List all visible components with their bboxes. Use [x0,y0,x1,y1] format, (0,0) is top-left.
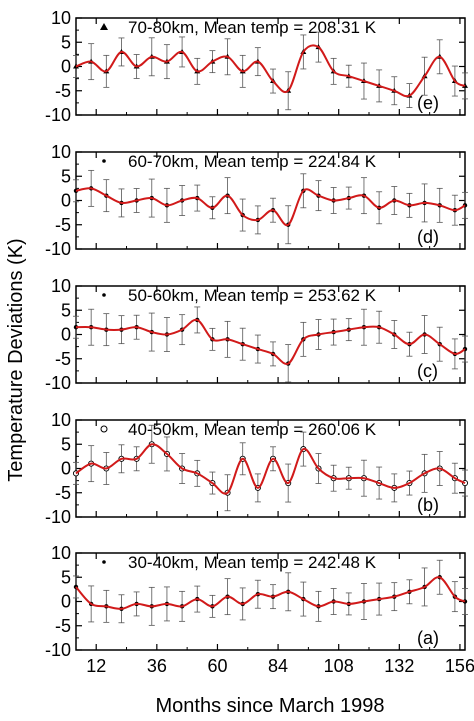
y-tick-label: 5 [61,32,71,52]
y-tick-label: 0 [61,459,71,479]
y-tick-label: 0 [61,191,71,211]
y-tick-label: 10 [51,8,71,28]
y-tick-label: -10 [45,105,71,125]
y-tick-label: 5 [61,567,71,587]
panel-legend-label: 30-40km, Mean temp = 242.48 K [128,553,377,572]
series-line [75,187,466,226]
panel-legend-label: 70-80km, Mean temp = 208.31 K [128,18,377,37]
panel-letter: (c) [417,361,438,381]
panel-letter: (e) [417,93,439,113]
y-tick-label: -10 [45,239,71,259]
y-tick-label: 10 [51,410,71,430]
fit-curve [75,576,466,610]
x-tick-label: 60 [207,656,227,676]
y-tick-label: -5 [55,215,71,235]
y-tick-label: 10 [51,543,71,563]
y-tick-label: -5 [55,483,71,503]
y-tick-label: -5 [55,349,71,369]
legend-marker [100,23,108,30]
x-tick-label: 132 [384,656,414,676]
x-tick-label: 36 [147,656,167,676]
panel: -10 -5 0 5 10 60-70km, Mean temp = 224.84 K (d… [45,142,468,259]
y-tick-label: -10 [45,640,71,660]
series-line [75,443,466,495]
panel-letter: (a) [417,628,439,648]
panel: -10 -5 0 5 10 50-60km, Mean temp = 253.62 K (c… [45,276,468,393]
fit-curve [75,187,466,227]
y-tick-label: -5 [55,81,71,101]
series-line [75,44,466,97]
legend-marker [102,560,106,564]
y-tick-label: -10 [45,507,71,527]
chart-panels: -10 -5 0 5 10 70-80km, Mean temp = 208.31 K (e… [45,8,474,676]
fit-curve [75,44,466,98]
y-tick-label: 10 [51,142,71,162]
y-tick-label: 10 [51,276,71,296]
fit-curve [75,318,466,365]
data-points [73,31,468,111]
legend-marker [102,159,106,163]
x-tick-label: 12 [86,656,106,676]
panel: -10 -5 0 5 10 12 36 60 84 108 132 156 30-40km, Mean … [45,543,474,676]
y-axis-title: Temperature Deviations (K) [5,238,27,481]
fit-curve [75,443,466,495]
x-tick-label: 156 [445,656,474,676]
y-tick-label: 5 [61,300,71,320]
panel: -10 -5 0 5 10 70-80km, Mean temp = 208.31 K (e… [45,8,468,125]
panel-legend-label: 50-60km, Mean temp = 253.62 K [128,286,377,305]
y-tick-label: 0 [61,592,71,612]
y-tick-label: -5 [55,616,71,636]
panel: -10 -5 0 5 10 40-50km, Mean temp = 260.06 K (b… [45,410,469,527]
x-tick-label: 108 [324,656,354,676]
panel-letter: (d) [417,227,439,247]
y-tick-label: 0 [61,325,71,345]
x-tick-label: 84 [268,656,288,676]
data-points [73,169,468,245]
y-tick-label: 0 [61,57,71,77]
y-tick-label: -10 [45,373,71,393]
panel-legend-label: 60-70km, Mean temp = 224.84 K [128,152,377,171]
y-tick-label: 5 [61,166,71,186]
x-axis-title: Months since March 1998 [155,695,384,717]
legend-marker [102,293,106,297]
panel-legend-label: 40-50km, Mean temp = 260.06 K [128,420,377,439]
y-tick-label: 5 [61,434,71,454]
legend-marker [100,425,108,433]
panel-letter: (b) [417,495,439,515]
